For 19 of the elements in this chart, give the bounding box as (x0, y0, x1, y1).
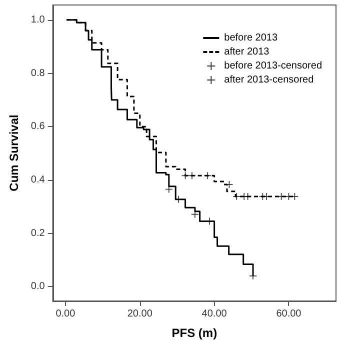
legend-label: after 2013-censored (224, 74, 314, 86)
x-tick-label: 60.00 (276, 308, 302, 320)
point (233, 192, 240, 200)
legend-label: before 2013-censored (224, 60, 322, 72)
y-tick-label: 0.8 (30, 68, 46, 79)
y-tick-label: 0.4 (30, 174, 46, 186)
point (188, 172, 196, 180)
x-tick-label: 20.00 (127, 308, 153, 320)
x-tick-label: 0.00 (56, 308, 76, 320)
legend-label: after 2013 (224, 46, 270, 58)
x-tick-label: 40.00 (202, 308, 228, 320)
y-tick-label: 1.0 (30, 14, 46, 26)
y-tick-label: 0.6 (30, 121, 46, 132)
y-tick-label: 0.0 (30, 281, 46, 292)
y-axis-title: Cum Survival (7, 114, 21, 192)
legend-label: before 2013 (224, 32, 278, 44)
y-tick-label: 0.2 (30, 228, 46, 239)
point (204, 172, 212, 180)
x-axis-title: PFS (m) (172, 326, 218, 340)
